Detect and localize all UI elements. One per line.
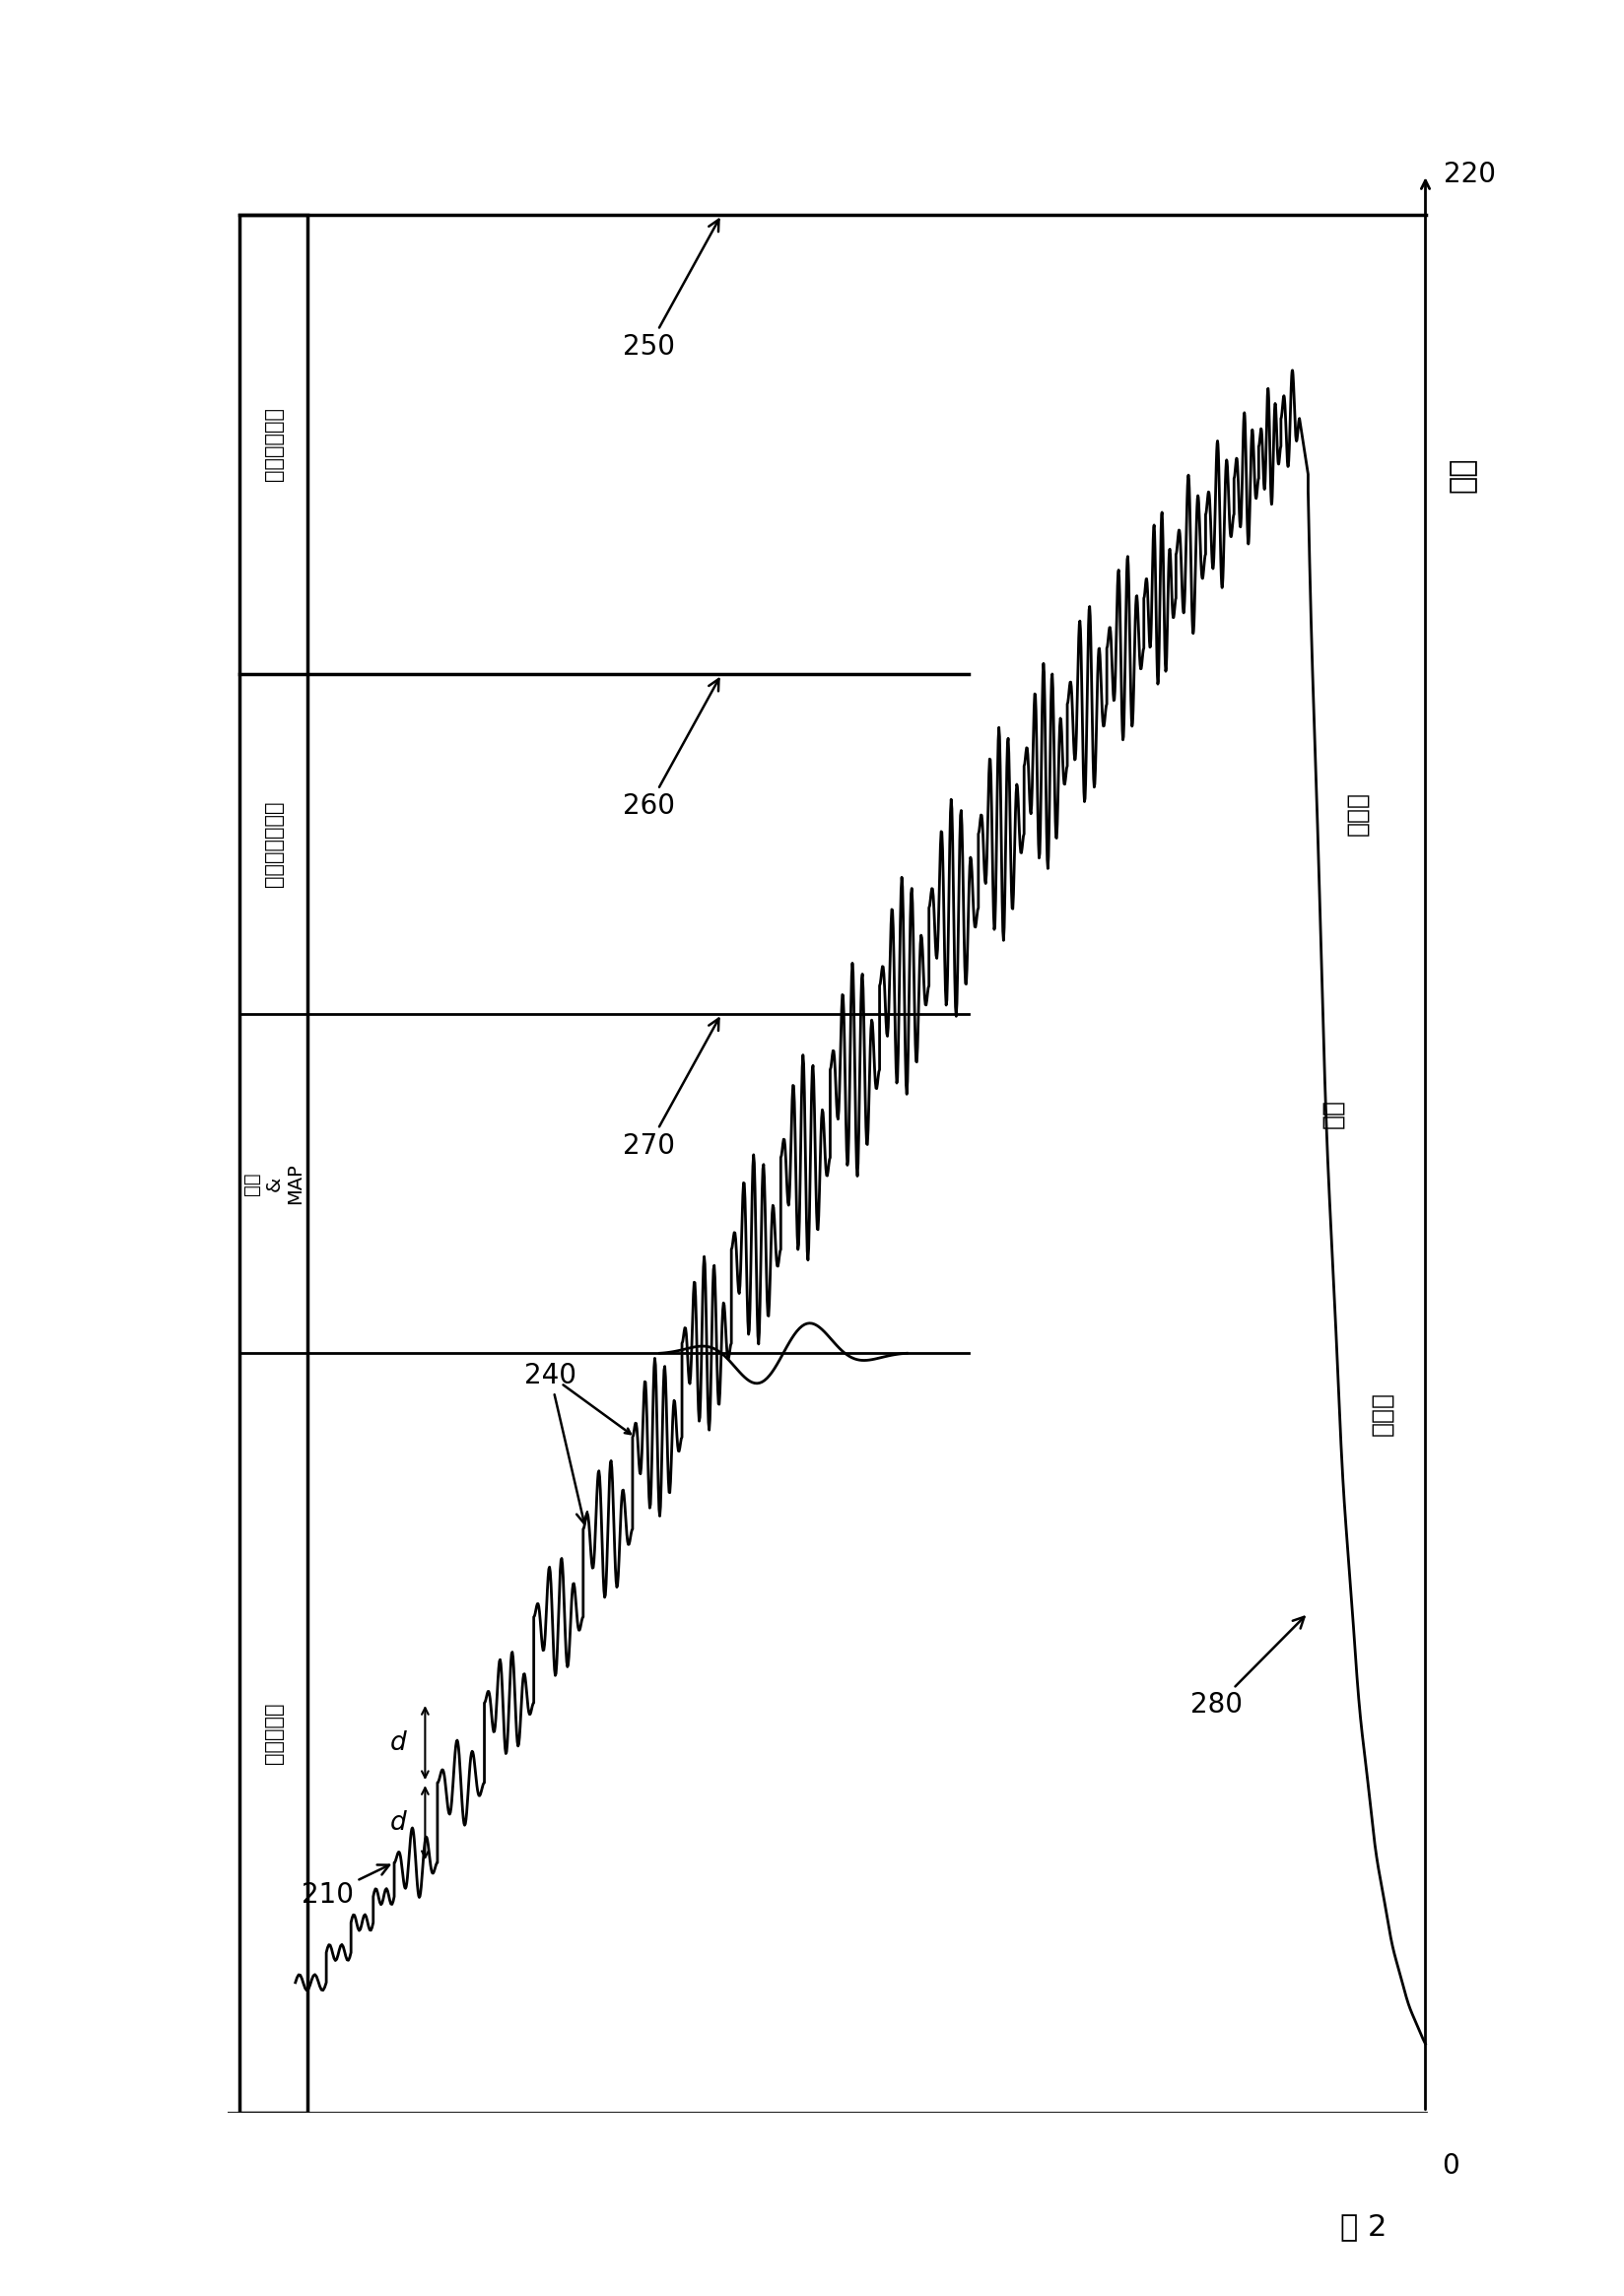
Text: 0: 0 — [1440, 2151, 1458, 2179]
Text: 210: 210 — [302, 1864, 390, 1908]
Text: 270: 270 — [622, 1019, 718, 1159]
Text: d: d — [390, 1729, 406, 1756]
Text: 振幅
&
MAP: 振幅 & MAP — [242, 1162, 305, 1203]
Text: d: d — [390, 1809, 406, 1835]
Text: 220: 220 — [1444, 161, 1496, 188]
Text: 舒张期压力: 舒张期压力 — [263, 1701, 284, 1763]
Bar — [240, 216, 307, 2112]
Text: 舒张期: 舒张期 — [1369, 1391, 1393, 1435]
Text: 损坏: 损坏 — [1320, 1100, 1343, 1127]
Text: 收缩期: 收缩期 — [1345, 792, 1369, 836]
Text: 280: 280 — [1190, 1616, 1304, 1720]
Text: 图 2: 图 2 — [1340, 2213, 1387, 2241]
Text: 收缩期套囊压力: 收缩期套囊压力 — [263, 801, 284, 886]
Text: 时间: 时间 — [1447, 457, 1476, 491]
Text: 自动套囊压力: 自动套囊压力 — [263, 406, 284, 482]
Text: 250: 250 — [622, 220, 718, 360]
Text: 240: 240 — [523, 1362, 586, 1525]
Text: 260: 260 — [622, 680, 718, 820]
